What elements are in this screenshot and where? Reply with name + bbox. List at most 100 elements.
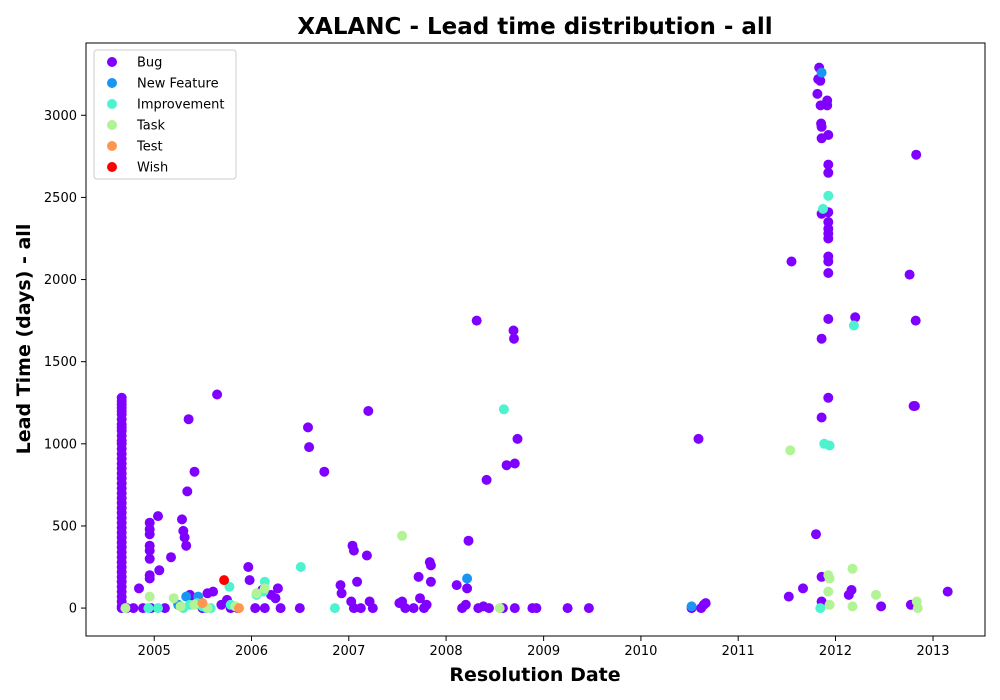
data-point [168,593,179,604]
data-point [329,603,340,614]
x-tick-label: 2008 [430,644,463,659]
legend-marker [107,78,117,88]
data-point [823,256,834,267]
data-point [275,603,286,614]
x-axis: 2005 2006 2007 2008 2009 2010 2011 2012 2013 [138,636,950,659]
data-point [463,535,474,546]
data-point [824,599,835,610]
data-point [415,593,425,604]
data-point [823,314,834,324]
data-point [295,562,306,572]
data-point [460,599,471,610]
data-point [686,601,697,612]
data-point [471,315,482,326]
data-point [153,511,163,522]
legend-marker [107,141,117,151]
legend-label: Improvement [137,98,224,113]
data-point [508,325,519,336]
data-point [909,401,920,411]
data-point [823,233,834,244]
data-point [361,550,372,561]
data-point [816,412,827,423]
data-point [850,312,861,323]
data-point [234,603,244,614]
data-point [823,586,834,597]
data-point [786,256,797,267]
legend-box [93,49,237,180]
legend-marker [107,99,117,109]
y-tick-label: 0 [69,602,77,617]
data-point [846,585,857,595]
data-point [144,529,155,540]
data-point [144,545,155,556]
legend-label: Wish [137,161,168,176]
data-point [400,603,411,614]
data-point [181,591,192,602]
data-point [159,603,170,614]
data-point [484,603,494,614]
data-point [304,442,315,453]
legend-label: Bug [137,56,162,71]
data-point [421,599,432,610]
data-point [509,333,519,344]
data-point [494,603,505,614]
y-axis-label: Lead Time (days) - all [13,224,35,455]
data-point [481,474,492,485]
data-point [811,529,821,540]
points-layer [116,62,953,614]
data-point [144,573,155,584]
data-point [363,406,374,416]
data-point [179,532,190,543]
data-point [336,588,347,599]
data-point [183,414,194,425]
y-tick-label: 1000 [44,437,77,452]
data-point [816,121,827,132]
data-point [798,583,808,594]
legend-marker [107,57,117,67]
data-point [425,576,436,587]
data-point [848,320,859,331]
data-point [822,100,833,111]
data-point [700,598,711,609]
data-point [144,553,155,564]
data-point [128,603,139,614]
x-tick-label: 2012 [819,644,852,659]
data-point [303,422,313,433]
y-axis: 0 500 1000 1500 2000 2500 3000 [44,109,86,617]
data-point [815,75,826,86]
data-point [501,460,512,471]
x-tick-label: 2011 [722,644,755,659]
x-tick-label: 2007 [332,644,365,659]
data-point [272,583,283,594]
data-point [498,404,509,415]
data-point [120,603,131,614]
data-point [509,458,520,469]
data-point [904,269,915,280]
data-point [824,573,835,584]
data-point [823,159,834,170]
y-tick-label: 2500 [44,191,77,206]
data-point [348,603,359,614]
data-point [189,599,200,610]
data-point [512,433,523,444]
data-point [335,580,346,591]
plot-frame [85,42,986,637]
data-point [942,586,953,597]
data-point [823,268,834,278]
x-tick-label: 2013 [916,644,949,659]
data-point [166,552,176,563]
data-point [413,571,424,582]
legend-marker [107,120,117,130]
x-tick-label: 2010 [624,644,657,659]
y-tick-label: 500 [52,519,77,534]
data-point [451,580,462,591]
data-point [319,466,330,477]
data-point [818,203,828,214]
data-point [212,389,223,400]
data-point [847,601,858,612]
data-point [462,583,473,594]
data-point [144,591,155,602]
data-point [348,545,359,556]
x-tick-label: 2006 [235,644,268,659]
data-point [871,589,881,600]
